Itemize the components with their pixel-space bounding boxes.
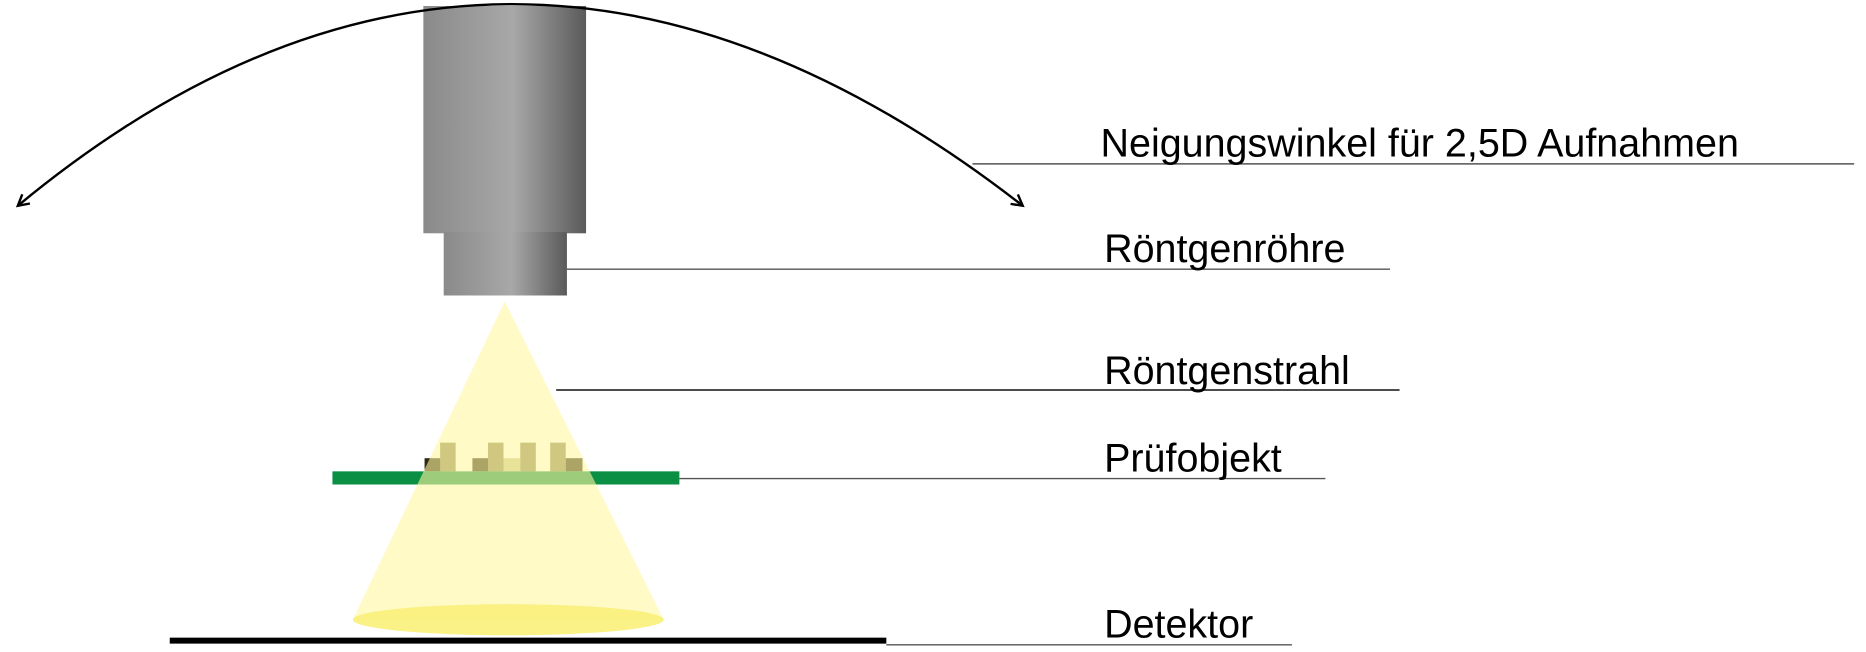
xray-tube	[423, 5, 587, 296]
leader-lines	[556, 163, 1855, 646]
label-detector: Detektor	[1104, 603, 1253, 647]
label-test-object: Prüfobjekt	[1104, 436, 1282, 480]
tilt-arc-arrow	[18, 3, 1023, 206]
detector-plate	[169, 637, 887, 644]
label-xray-tube: Röntgenröhre	[1104, 227, 1345, 271]
label-tilt-angle: Neigungswinkel für 2,5D Aufnahmen	[1100, 122, 1738, 166]
beam-spot	[352, 604, 664, 636]
label-xray-beam: Röntgenstrahl	[1104, 349, 1350, 393]
xray-beam	[352, 301, 664, 620]
